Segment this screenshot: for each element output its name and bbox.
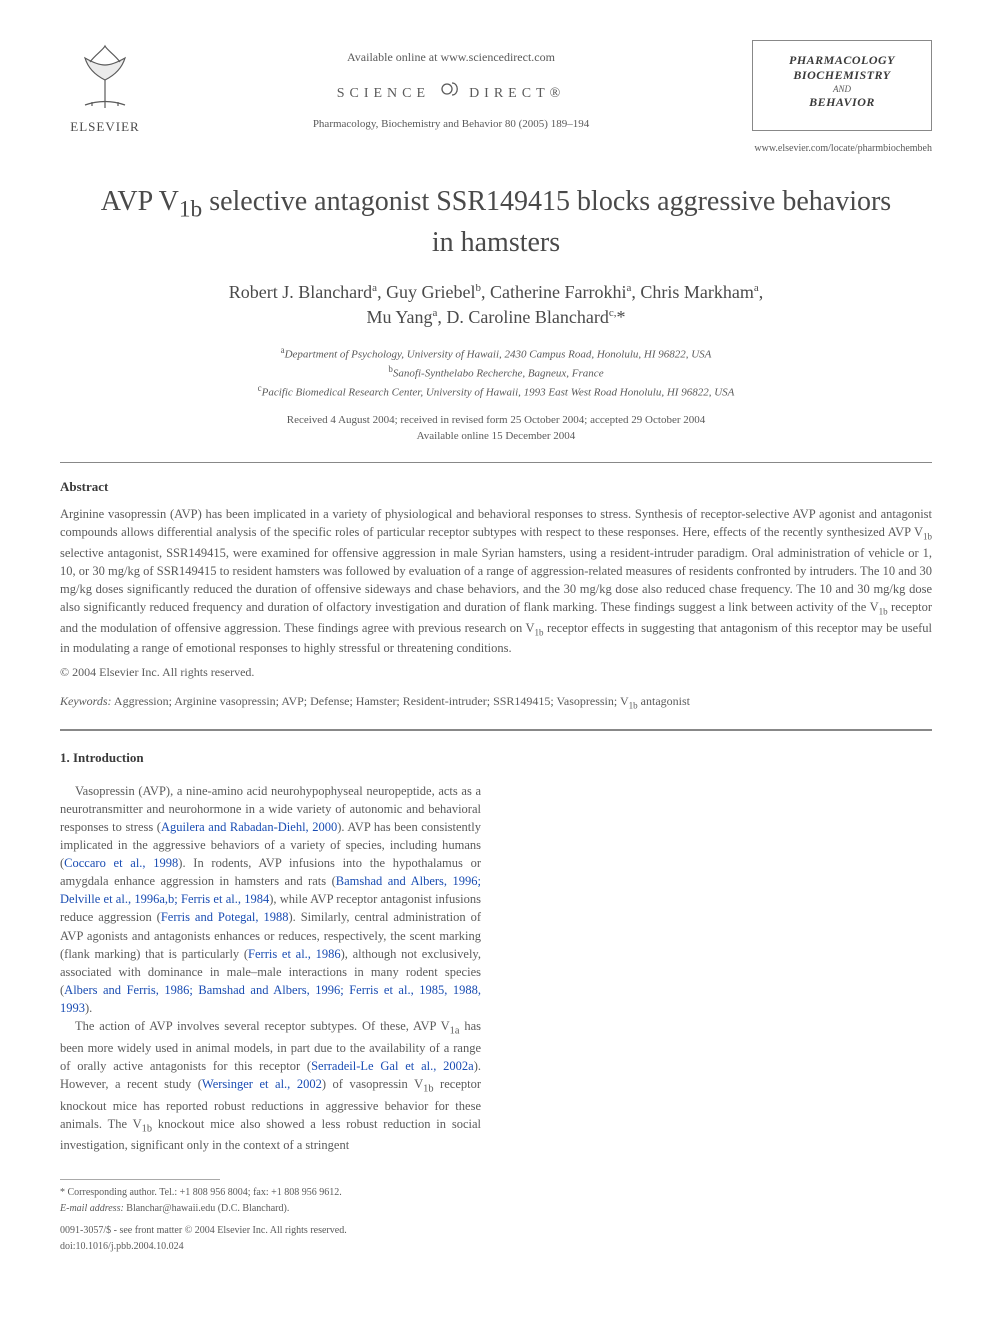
sciencedirect-logo: SCIENCE DIRECT® bbox=[150, 79, 752, 104]
journal-line-1: PHARMACOLOGY bbox=[763, 53, 921, 68]
abstract-copyright: © 2004 Elsevier Inc. All rights reserved… bbox=[60, 665, 932, 680]
journal-and: AND bbox=[763, 84, 921, 94]
author-list: Robert J. Blancharda, Guy Griebelb, Cath… bbox=[60, 280, 932, 330]
affil-c: cPacific Biomedical Research Center, Uni… bbox=[60, 382, 932, 401]
sd-right: DIRECT® bbox=[469, 86, 565, 101]
cite-serradeil-2002a[interactable]: Serradeil-Le Gal et al., 2002a bbox=[311, 1059, 474, 1073]
article-history: Received 4 August 2004; received in revi… bbox=[60, 413, 932, 444]
center-header: Available online at www.sciencedirect.co… bbox=[150, 40, 752, 130]
cite-coccaro-1998[interactable]: Coccaro et al., 1998 bbox=[64, 856, 178, 870]
corresponding-author: * Corresponding author. Tel.: +1 808 956… bbox=[60, 1186, 932, 1200]
footnote-rule bbox=[60, 1179, 220, 1180]
intro-heading: 1. Introduction bbox=[60, 749, 481, 768]
cite-ferris-potegal-1988[interactable]: Ferris and Potegal, 1988 bbox=[161, 910, 289, 924]
abstract-body: Arginine vasopressin (AVP) has been impl… bbox=[60, 505, 932, 657]
doi: doi:10.1016/j.pbb.2004.10.024 bbox=[60, 1240, 932, 1254]
journal-title-box: PHARMACOLOGY BIOCHEMISTRY AND BEHAVIOR bbox=[752, 40, 932, 131]
keywords-list: Aggression; Arginine vasopressin; AVP; D… bbox=[114, 694, 690, 708]
corresponding-email: E-mail address: Blanchar@hawaii.edu (D.C… bbox=[60, 1202, 932, 1216]
journal-box-wrap: PHARMACOLOGY BIOCHEMISTRY AND BEHAVIOR bbox=[752, 40, 932, 131]
cite-aguilera-2000[interactable]: Aguilera and Rabadan-Diehl, 2000 bbox=[161, 820, 337, 834]
affiliations: aDepartment of Psychology, University of… bbox=[60, 344, 932, 401]
email-label: E-mail address: bbox=[60, 1203, 124, 1214]
email-value: Blanchar@hawaii.edu (D.C. Blanchard). bbox=[126, 1203, 289, 1214]
publisher-name: ELSEVIER bbox=[60, 119, 150, 135]
header-row: ELSEVIER Available online at www.science… bbox=[60, 40, 932, 135]
intro-p2: The action of AVP involves several recep… bbox=[60, 1017, 481, 1154]
front-matter-copyright: 0091-3057/$ - see front matter © 2004 El… bbox=[60, 1224, 932, 1238]
body-columns: 1. Introduction Vasopressin (AVP), a nin… bbox=[60, 749, 932, 1155]
journal-line-3: BEHAVIOR bbox=[763, 95, 921, 110]
history-received: Received 4 August 2004; received in revi… bbox=[60, 413, 932, 428]
footnotes: * Corresponding author. Tel.: +1 808 956… bbox=[60, 1179, 932, 1254]
abstract-heading: Abstract bbox=[60, 479, 932, 495]
locate-url: www.elsevier.com/locate/pharmbiochembeh bbox=[60, 143, 932, 154]
cite-albers-ferris-bamshad[interactable]: Albers and Ferris, 1986; Bamshad and Alb… bbox=[60, 983, 481, 1015]
rule-above-abstract bbox=[60, 462, 932, 463]
keywords: Keywords: Aggression; Arginine vasopress… bbox=[60, 694, 932, 710]
affil-b: bSanofi-Synthelabo Recherche, Bagneux, F… bbox=[60, 363, 932, 382]
article-title: AVP V1b selective antagonist SSR149415 b… bbox=[100, 184, 892, 260]
cite-ferris-1986[interactable]: Ferris et al., 1986 bbox=[248, 947, 341, 961]
sd-left: SCIENCE bbox=[337, 86, 430, 101]
history-online: Available online 15 December 2004 bbox=[60, 429, 932, 444]
keywords-label: Keywords: bbox=[60, 694, 112, 708]
publisher-logo: ELSEVIER bbox=[60, 40, 150, 135]
journal-reference: Pharmacology, Biochemistry and Behavior … bbox=[150, 118, 752, 130]
rule-below-keywords bbox=[60, 729, 932, 731]
available-online-line: Available online at www.sciencedirect.co… bbox=[150, 50, 752, 65]
title-text: AVP V1b selective antagonist SSR149415 b… bbox=[101, 186, 891, 258]
intro-p1: Vasopressin (AVP), a nine-amino acid neu… bbox=[60, 782, 481, 1018]
affil-a: aDepartment of Psychology, University of… bbox=[60, 344, 932, 363]
elsevier-tree-icon bbox=[70, 40, 140, 110]
cite-wersinger-2002[interactable]: Wersinger et al., 2002 bbox=[202, 1077, 322, 1091]
journal-line-2: BIOCHEMISTRY bbox=[763, 68, 921, 83]
sd-sep-icon bbox=[439, 83, 470, 103]
